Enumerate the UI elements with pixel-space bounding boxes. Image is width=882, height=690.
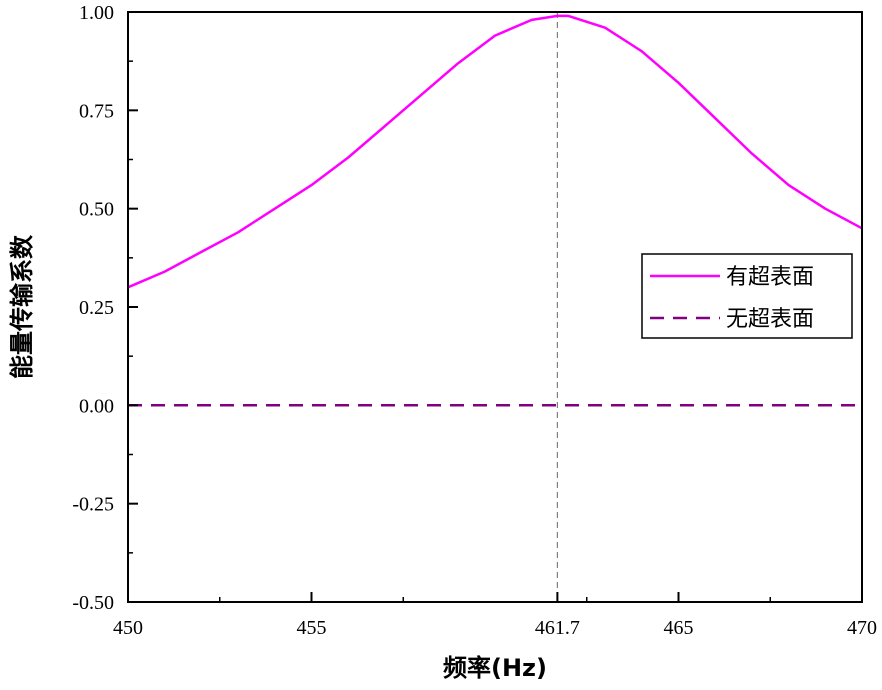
y-tick-label: 1.00: [79, 2, 114, 24]
x-axis-title: 频率(Hz): [443, 654, 547, 682]
x-tick-label: 465: [664, 617, 694, 639]
y-tick-label: 0.25: [79, 297, 114, 319]
plot-content: [127, 12, 863, 602]
y-tick-label: 0.00: [79, 395, 114, 417]
x-tick-label: 455: [297, 617, 327, 639]
legend-label-0: 有超表面: [726, 265, 814, 290]
y-tick-label: -0.25: [72, 494, 114, 516]
legend-label-1: 无超表面: [726, 307, 814, 332]
x-tick-label: 450: [113, 617, 143, 639]
x-tick-label: 461.7: [535, 617, 580, 639]
y-tick-label: 0.50: [79, 199, 114, 221]
x-tick-label: 470: [847, 617, 877, 639]
y-tick-label: 0.75: [79, 100, 114, 122]
x-axis: 450 455 461.7 465 470: [113, 592, 877, 639]
legend-box: [641, 253, 853, 339]
y-axis: -0.50 -0.25 0.00 0.25 0.50 0.75 1.00: [72, 2, 138, 614]
series-line-0: [127, 14, 863, 289]
y-tick-label: -0.50: [72, 592, 114, 614]
y-axis-title: 能量传输系数: [8, 234, 36, 379]
